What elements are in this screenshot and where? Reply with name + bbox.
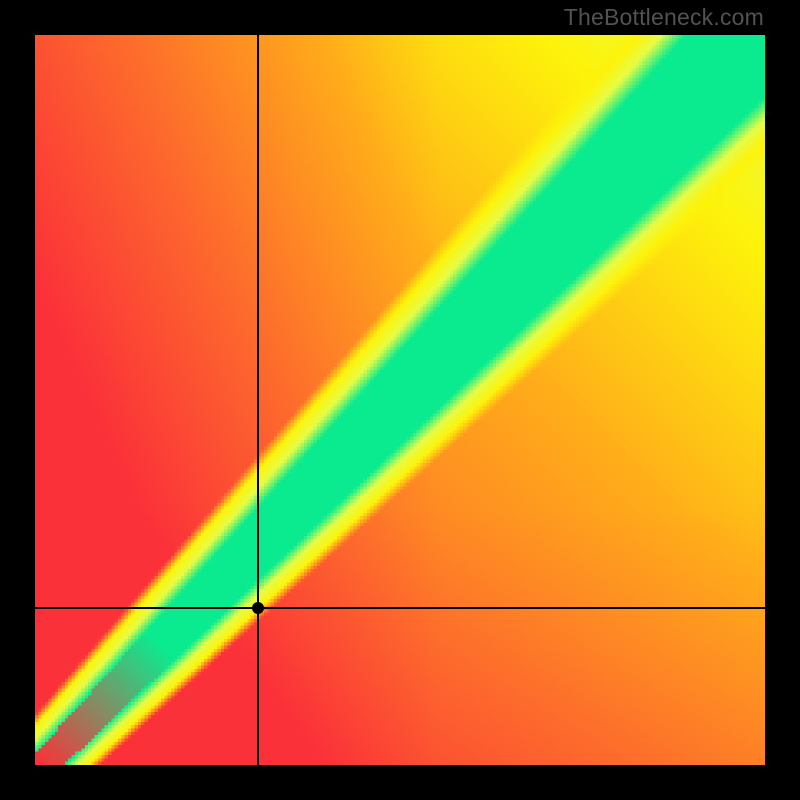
bottleneck-heatmap-canvas (35, 35, 765, 765)
crosshair-marker-dot (252, 602, 264, 614)
watermark-text: TheBottleneck.com (564, 4, 764, 31)
crosshair-horizontal-line (35, 607, 765, 609)
chart-container: TheBottleneck.com (0, 0, 800, 800)
crosshair-vertical-line (257, 35, 259, 765)
